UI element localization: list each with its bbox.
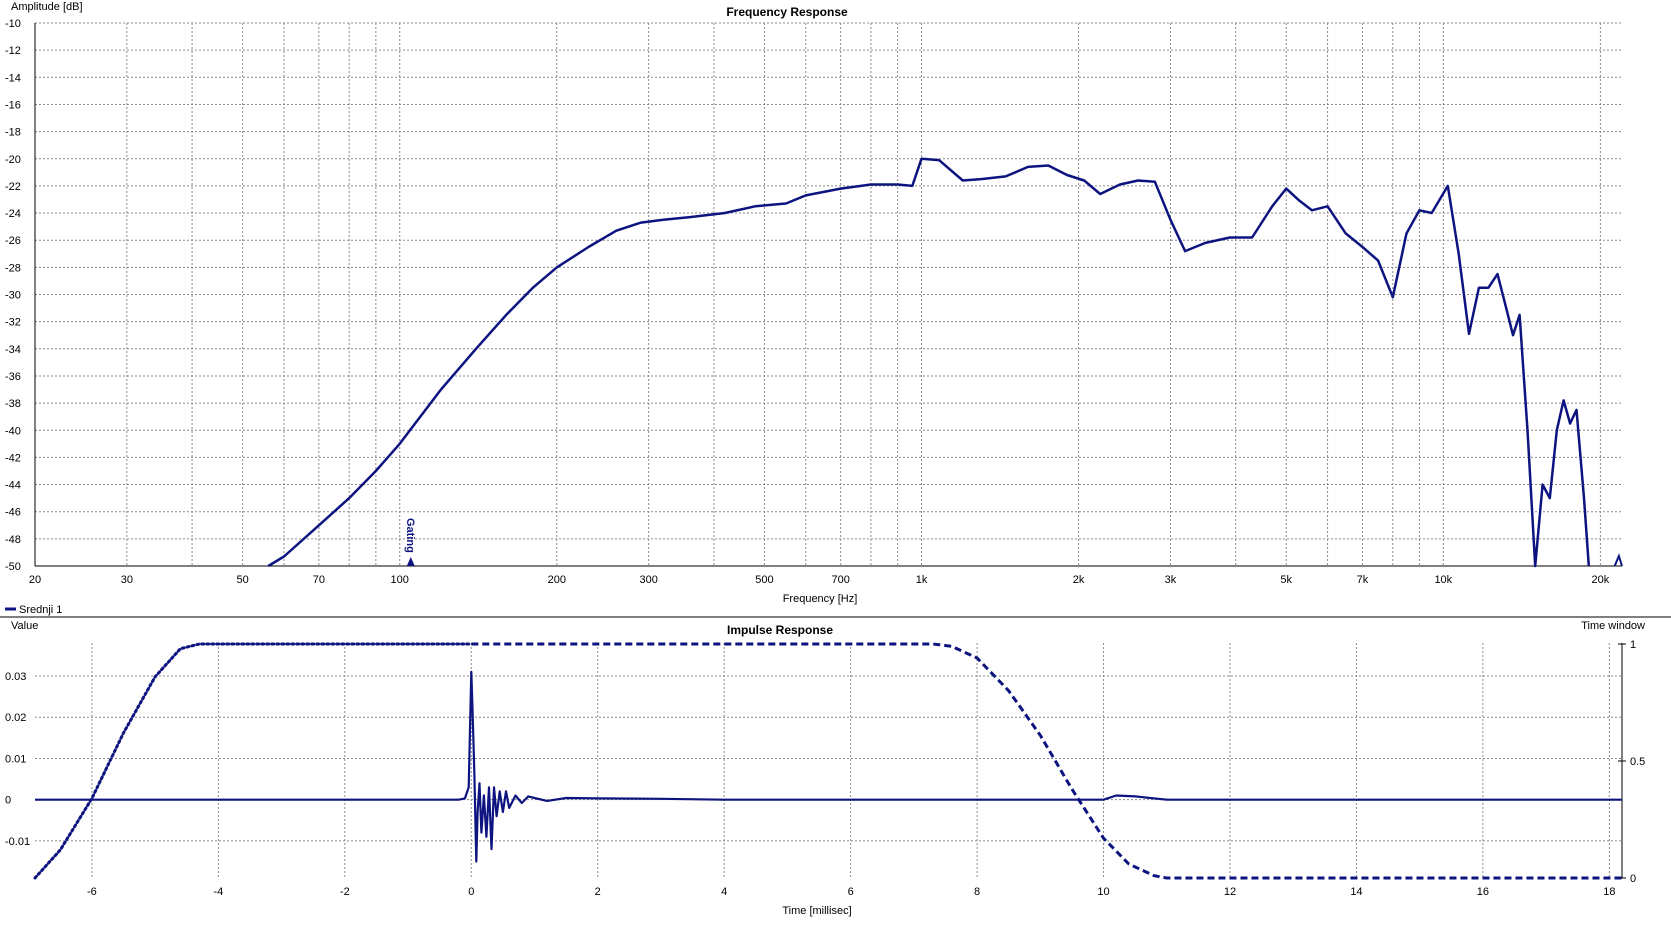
frequency-response-title: Frequency Response <box>726 5 848 19</box>
value-tick-label: 0.03 <box>5 671 26 683</box>
amplitude-tick-label: -10 <box>5 18 21 30</box>
time-tick-label: -4 <box>213 886 223 898</box>
amplitude-tick-label: -12 <box>5 45 21 57</box>
legend[interactable]: Srednji 1 <box>5 604 62 616</box>
frequency-tick-label: 700 <box>832 574 850 586</box>
value-tick-label: 0 <box>5 795 11 807</box>
amplitude-tick-label: -26 <box>5 235 21 247</box>
frequency-axis-label: Frequency [Hz] <box>783 593 858 605</box>
frequency-tick-label: 30 <box>121 574 133 586</box>
gating-marker-label: Gating <box>404 518 416 553</box>
time-window-pre-line <box>33 642 473 880</box>
amplitude-tick-label: -30 <box>5 290 21 302</box>
time-axis-label: Time [millisec] <box>782 905 851 917</box>
amplitude-tick-label: -18 <box>5 127 21 139</box>
frequency-tick-label: 300 <box>640 574 658 586</box>
impulse-response-curves <box>33 642 1622 880</box>
frequency-tick-label: 20 <box>29 574 41 586</box>
amplitude-axis-label: Amplitude [dB] <box>11 1 83 13</box>
impulse-response-panel[interactable]: Impulse Response Value Time window Time … <box>5 620 1645 917</box>
time-tick-label: 0 <box>468 886 474 898</box>
time-window-axis-label: Time window <box>1581 620 1645 632</box>
frequency-tick-label: 70 <box>313 574 325 586</box>
amplitude-tick-label: -44 <box>5 480 21 492</box>
time-tick-label: 8 <box>974 886 980 898</box>
amplitude-tick-label: -22 <box>5 181 21 193</box>
amplitude-tick-label: -48 <box>5 534 21 546</box>
time-window-tick-labels: 10.50 <box>1630 639 1645 885</box>
time-window-tick-label: 1 <box>1630 639 1636 651</box>
frequency-grid <box>34 22 1622 567</box>
frequency-tick-label: 100 <box>391 574 409 586</box>
gating-marker-arrow <box>406 557 415 566</box>
time-window-tick-label: 0 <box>1630 873 1636 885</box>
frequency-response-curves <box>267 157 1623 568</box>
time-tick-label: 2 <box>595 886 601 898</box>
time-tick-label: 6 <box>848 886 854 898</box>
time-tick-label: 16 <box>1477 886 1489 898</box>
value-tick-label: -0.01 <box>5 836 30 848</box>
frequency-tick-label: 1k <box>916 574 928 586</box>
legend-label: Srednji 1 <box>19 604 62 616</box>
amplitude-tick-label: -24 <box>5 208 21 220</box>
amplitude-tick-label: -28 <box>5 262 21 274</box>
impulse-response-line <box>35 670 1622 863</box>
value-tick-label: 0.02 <box>5 712 26 724</box>
amplitude-tick-label: -50 <box>5 561 21 573</box>
frequency-tick-label: 20k <box>1592 574 1610 586</box>
amplitude-tick-label: -38 <box>5 398 21 410</box>
frequency-response-line <box>267 157 1591 568</box>
frequency-tick-label: 500 <box>755 574 773 586</box>
time-window-post-line <box>471 642 1622 880</box>
amplitude-tick-label: -46 <box>5 507 21 519</box>
frequency-tick-label: 200 <box>548 574 566 586</box>
frequency-tick-label: 7k <box>1357 574 1369 586</box>
amplitude-tick-label: -40 <box>5 425 21 437</box>
frequency-tick-label: 2k <box>1073 574 1085 586</box>
frequency-tick-label: 3k <box>1165 574 1177 586</box>
frequency-tick-label: 10k <box>1434 574 1452 586</box>
frequency-tick-labels: 20 30 50 70 100 200 300 500 700 1k 2k 3k 5k 7k 10k 20k <box>29 574 1610 586</box>
amplitude-tick-labels: -10 -12 -14 -16 -18 -20 -22 -24 -26 -28 -30 -32 -34 -… <box>5 18 21 573</box>
value-axis-label: Value <box>11 620 38 632</box>
frequency-response-panel[interactable]: Frequency Response Amplitude [dB] Freque… <box>5 1 1623 605</box>
amplitude-tick-label: -14 <box>5 72 21 84</box>
time-tick-label: 14 <box>1350 886 1362 898</box>
gating-marker[interactable]: Gating <box>404 518 416 566</box>
time-tick-label: 18 <box>1603 886 1615 898</box>
time-tick-label: 10 <box>1097 886 1109 898</box>
impulse-response-title: Impulse Response <box>727 623 833 637</box>
frequency-tick-label: 50 <box>237 574 249 586</box>
time-window-tick-label: 0.5 <box>1630 756 1645 768</box>
value-tick-labels: 0.03 0.02 0.01 0 -0.01 <box>5 671 30 848</box>
time-tick-label: 4 <box>721 886 727 898</box>
time-tick-label: 12 <box>1224 886 1236 898</box>
amplitude-tick-label: -20 <box>5 154 21 166</box>
frequency-response-tail <box>1613 553 1623 567</box>
amplitude-tick-label: -42 <box>5 452 21 464</box>
frequency-tick-label: 5k <box>1280 574 1292 586</box>
amplitude-tick-label: -32 <box>5 317 21 329</box>
amplitude-tick-label: -34 <box>5 344 21 356</box>
amplitude-tick-label: -16 <box>5 99 21 111</box>
time-tick-label: -6 <box>87 886 97 898</box>
time-tick-labels: -6 -4 -2 0 2 4 6 8 10 12 14 16 18 <box>87 886 1615 898</box>
value-tick-label: 0.01 <box>5 753 26 765</box>
amplitude-tick-label: -36 <box>5 371 21 383</box>
time-tick-label: -2 <box>340 886 350 898</box>
